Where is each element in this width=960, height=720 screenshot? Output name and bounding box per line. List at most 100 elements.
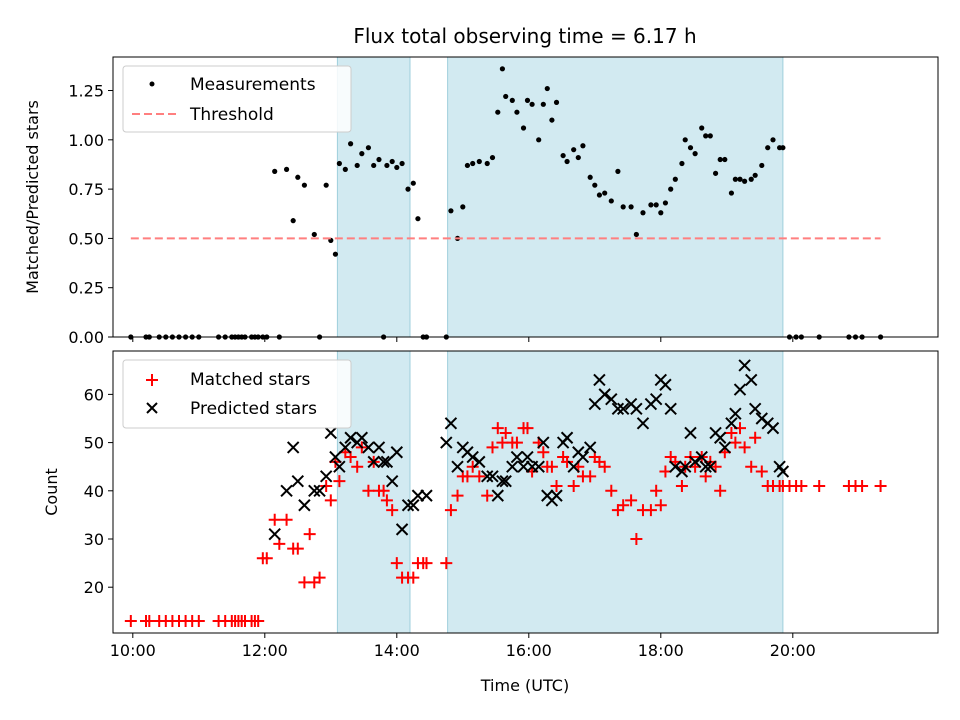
measurement-point <box>536 137 542 143</box>
predicted-star-point <box>729 407 742 420</box>
measurement-point <box>602 190 608 196</box>
bottom-shaded-intervals <box>336 350 784 634</box>
bottom-x-tick-label-0: 10:00 <box>110 641 156 660</box>
matched-star-point <box>567 479 580 492</box>
matched-star-point <box>192 614 205 627</box>
measurement-point <box>640 210 646 216</box>
top-y-tick-label-5: 1.25 <box>68 82 104 101</box>
predicted-star-point <box>567 460 580 473</box>
measurement-point <box>529 101 535 107</box>
bottom-y-tick-label-2: 40 <box>84 482 104 501</box>
matched-star-point <box>377 484 390 497</box>
top-y-tick-label-1: 0.25 <box>68 279 104 298</box>
matched-star-point <box>738 441 751 454</box>
measurement-point <box>633 231 639 238</box>
top-shaded-intervals <box>336 56 784 338</box>
predicted-star-point <box>537 436 550 449</box>
predicted-star-point <box>611 402 625 416</box>
bottom-legend: Matched stars Predicted stars <box>122 359 352 429</box>
matched-star-point <box>473 470 486 483</box>
measurement-point <box>712 170 719 176</box>
predicted-star-point <box>407 499 420 512</box>
matched-star-point <box>486 441 499 454</box>
predicted-star-point <box>440 436 453 449</box>
matched-star-point <box>745 460 758 473</box>
predicted-star-point <box>395 523 409 536</box>
predicted-star-point <box>733 383 747 396</box>
matched-star-point <box>390 557 403 570</box>
legend-matched-marker <box>146 374 158 386</box>
matched-star-point <box>260 552 273 565</box>
matched-star-point <box>675 479 688 492</box>
matched-star-point <box>124 614 137 627</box>
measurement-point <box>464 162 471 169</box>
predicted-star-point <box>550 489 563 502</box>
chart-title: Flux total observing time = 6.17 h <box>353 24 696 48</box>
measurement-point <box>628 204 634 210</box>
measurement-point <box>295 174 301 180</box>
matched-star-point <box>856 479 869 492</box>
predicted-star-point <box>684 426 697 440</box>
legend-threshold-label: Threshold <box>189 105 274 125</box>
measurement-point <box>544 85 550 92</box>
predicted-star-point <box>333 460 346 473</box>
measurement-point <box>371 162 377 169</box>
measurement-point <box>728 190 735 196</box>
bottom-y-ticks: 20 30 40 50 60 <box>84 385 113 597</box>
measurement-point <box>336 160 342 167</box>
predicted-star-point <box>380 455 394 469</box>
predicted-star-point <box>713 431 727 444</box>
measurement-point <box>692 151 698 157</box>
measurement-point <box>503 93 509 100</box>
measurement-point <box>301 182 307 188</box>
matched-star-point <box>407 571 420 584</box>
measurement-point <box>389 158 395 165</box>
top-x-ticks <box>132 337 794 342</box>
matched-star-point <box>550 479 563 492</box>
measurement-point <box>560 152 566 159</box>
matched-star-point <box>749 431 762 444</box>
matched-star-point <box>252 614 265 627</box>
matched-star-point <box>644 504 657 517</box>
measurement-point <box>415 216 421 222</box>
measurement-point <box>752 172 758 178</box>
predicted-star-point <box>401 499 415 512</box>
measurement-point <box>509 97 515 103</box>
bottom-y-tick-label-1: 30 <box>84 530 104 549</box>
matched-star-point <box>654 499 667 512</box>
predicted-star-point <box>588 397 602 411</box>
measurement-point <box>737 176 743 182</box>
predicted-star-point <box>390 446 404 459</box>
matched-star-point <box>440 557 453 570</box>
matched-star-point <box>714 484 727 497</box>
measurement-point <box>699 125 705 131</box>
measurement-point <box>540 101 546 107</box>
measurement-point <box>679 160 685 167</box>
predicted-star-point <box>355 431 369 444</box>
matched-star-point <box>625 494 638 507</box>
predicted-star-point <box>669 460 682 473</box>
measurement-point <box>311 231 317 238</box>
x-axis-label: Time (UTC) <box>480 676 569 695</box>
matched-star-point <box>466 460 479 473</box>
predicted-star-point <box>576 450 590 464</box>
predicted-star-point <box>420 489 433 502</box>
measurement-point <box>575 154 581 161</box>
matched-star-point <box>813 479 826 492</box>
predicted-star-point <box>344 431 357 444</box>
measurement-point <box>571 147 577 153</box>
matched-star-point <box>420 557 433 570</box>
predicted-star-point <box>451 460 464 473</box>
matched-star-point <box>481 489 494 502</box>
legend-predicted-label: Predicted stars <box>190 399 317 419</box>
measurement-point <box>748 176 754 182</box>
predicted-star-point <box>560 431 574 444</box>
predicted-star-point <box>679 460 692 473</box>
measurement-point <box>520 125 527 131</box>
predicted-star-point <box>636 417 650 430</box>
measurement-point <box>495 109 501 115</box>
predicted-star-point <box>372 441 386 454</box>
measurement-point <box>687 145 694 151</box>
matched-star-point <box>461 470 474 483</box>
